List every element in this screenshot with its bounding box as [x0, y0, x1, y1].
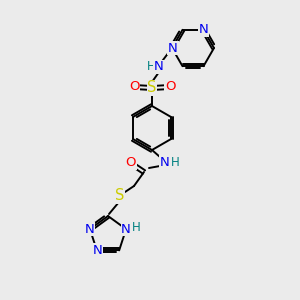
Text: N: N [93, 244, 103, 257]
Text: H: H [147, 61, 155, 74]
Text: O: O [126, 157, 136, 169]
Text: N: N [85, 223, 95, 236]
Text: S: S [147, 80, 157, 95]
Text: H: H [171, 157, 179, 169]
Text: N: N [121, 223, 131, 236]
Text: N: N [154, 61, 164, 74]
Text: N: N [160, 155, 170, 169]
Text: S: S [115, 188, 125, 203]
Text: O: O [129, 80, 139, 94]
Text: O: O [165, 80, 175, 94]
Text: N: N [168, 41, 178, 55]
Text: N: N [199, 23, 208, 36]
Text: H: H [132, 220, 140, 234]
